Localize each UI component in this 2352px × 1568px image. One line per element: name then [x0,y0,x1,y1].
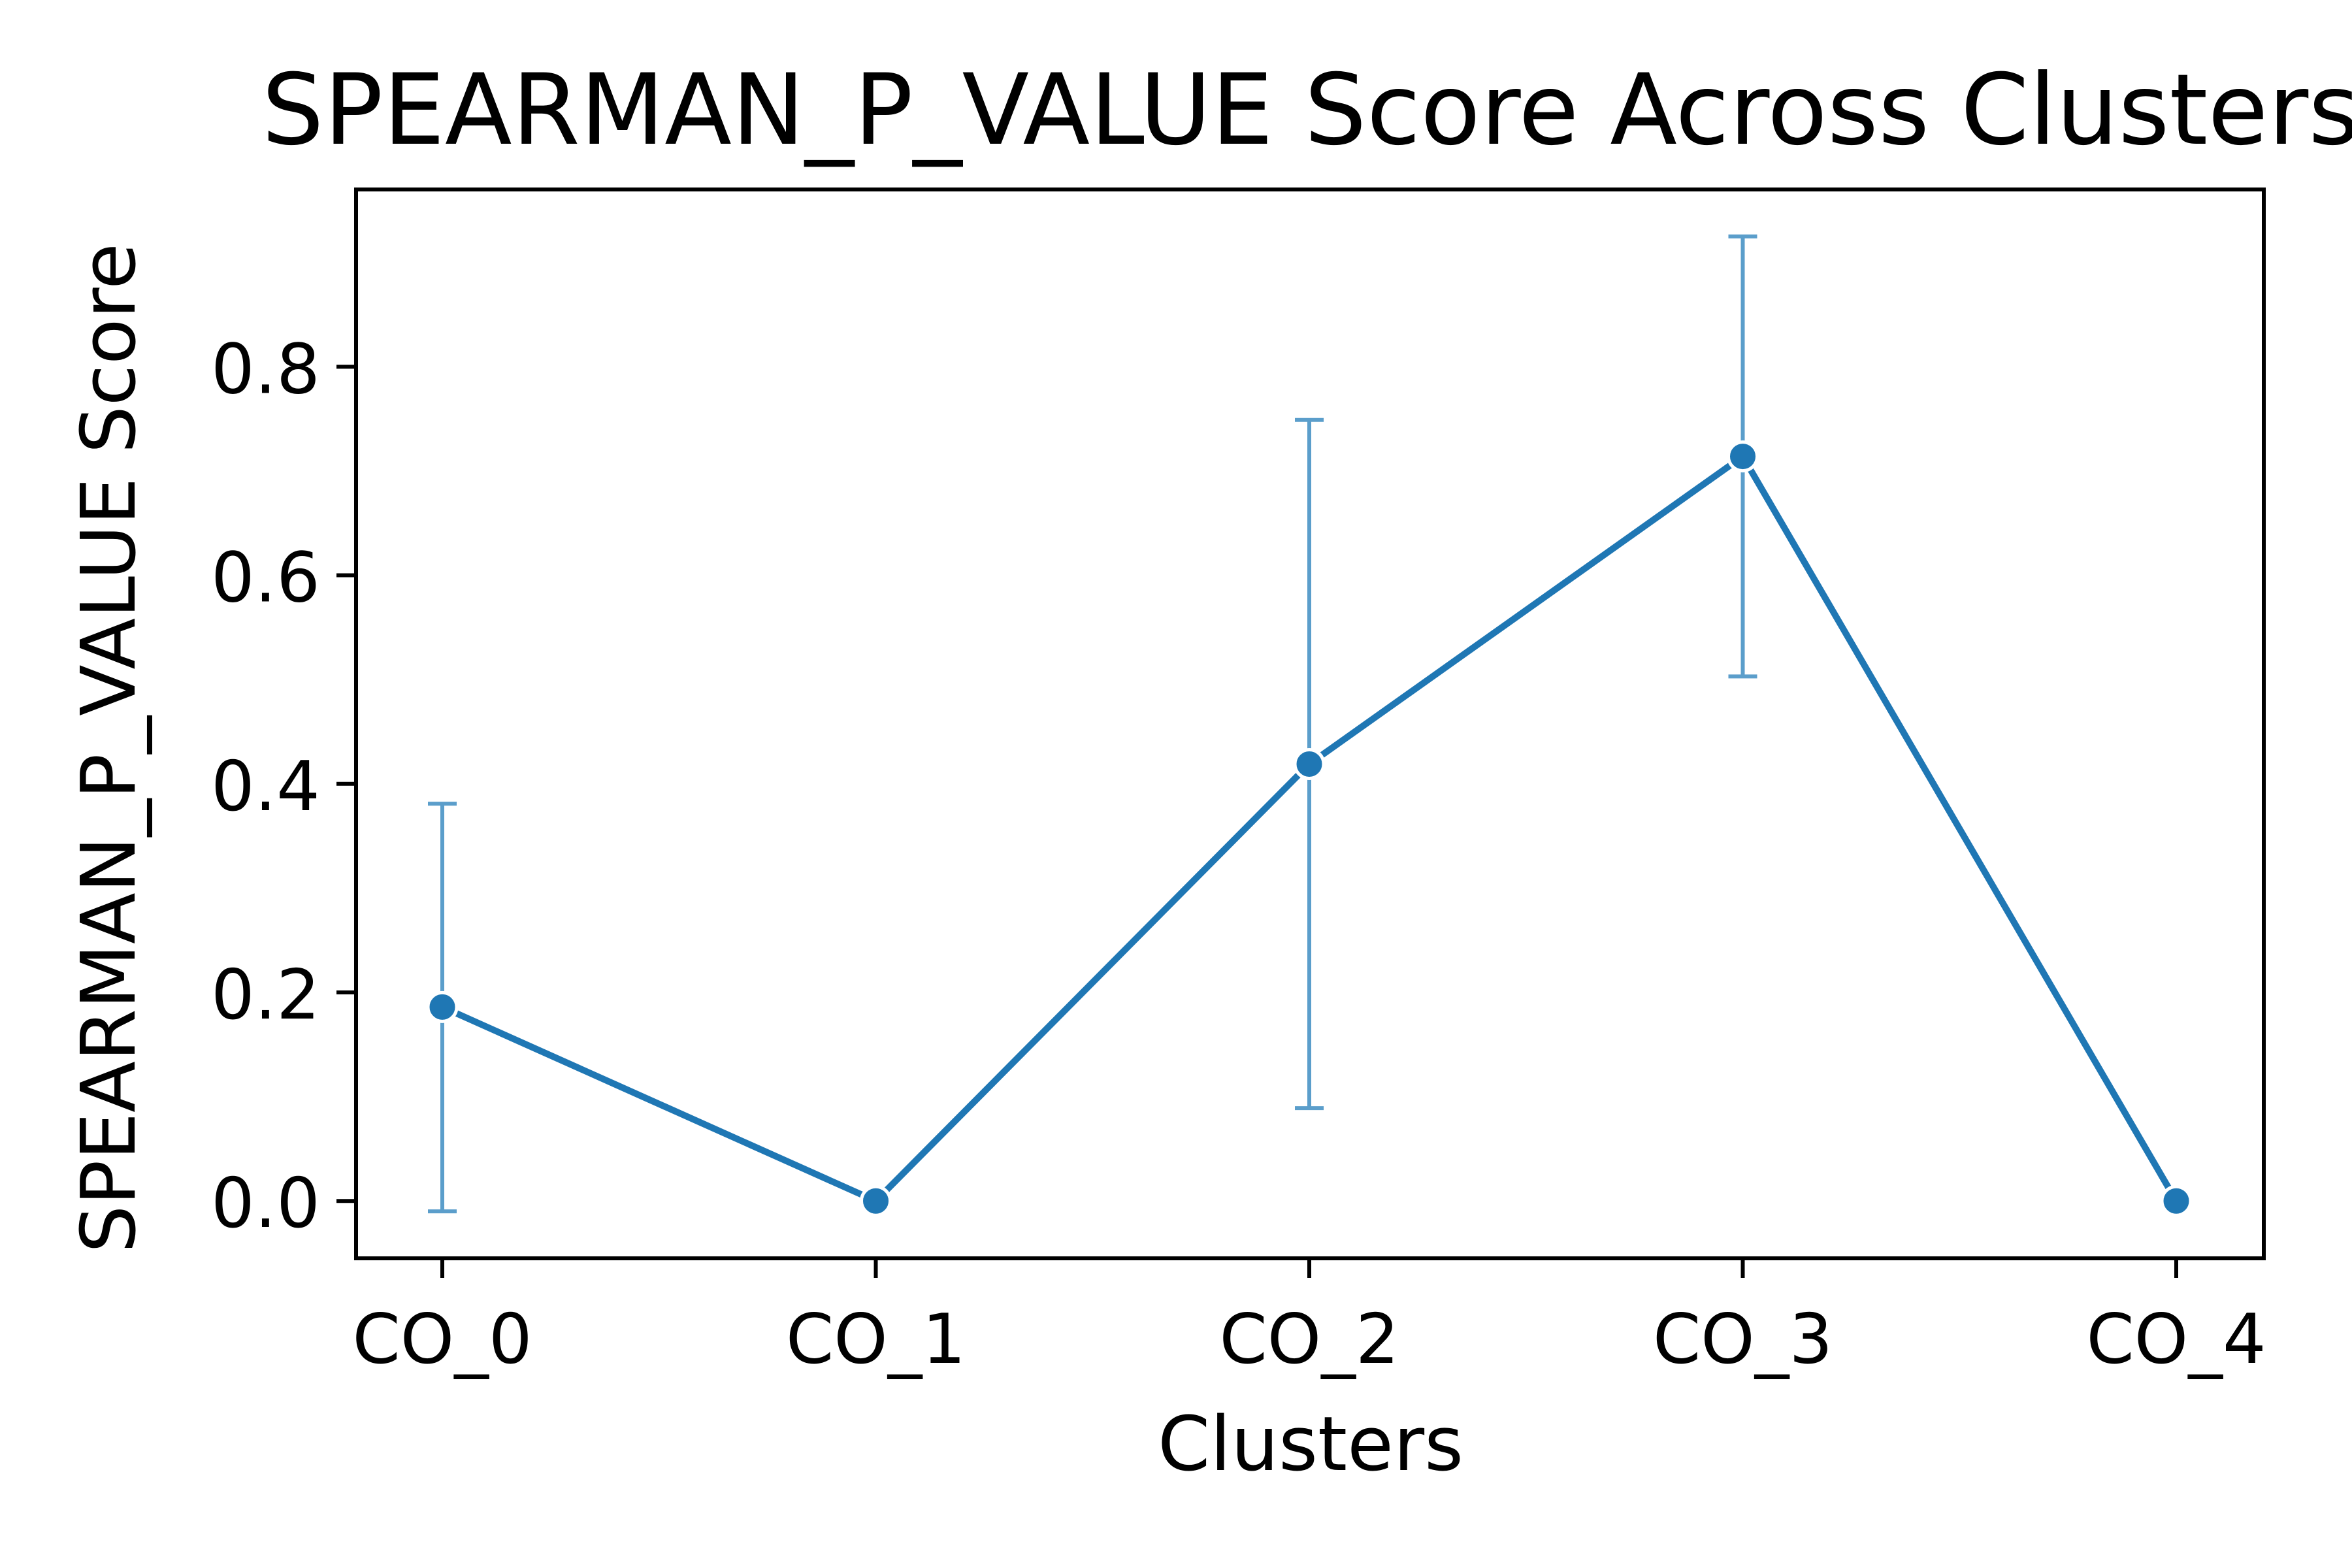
error-bars [428,234,1757,1214]
data-point [1293,747,1326,780]
x-tick-label: CO_4 [2086,1299,2266,1379]
x-axis-ticks: CO_0 CO_1 CO_2 CO_3 CO_4 [352,1258,2266,1379]
x-tick-label: CO_2 [1219,1299,1399,1379]
y-tick-label: 0.4 [211,747,320,826]
x-tick-label: CO_3 [1653,1299,1833,1379]
x-axis-label: Clusters [1158,1401,1463,1488]
y-tick-label: 0.2 [211,955,320,1035]
y-tick-label: 0.8 [211,329,320,409]
data-point [2160,1184,2193,1217]
y-axis-ticks: 0.0 0.2 0.4 0.6 0.8 [211,329,356,1243]
x-tick-label: CO_0 [352,1299,532,1379]
plot-frame [354,188,2266,1260]
chart-title: SPEARMAN_P_VALUE Score Across Clusters [262,54,2352,167]
data-point [1727,440,1759,473]
y-tick-label: 0.6 [211,538,320,618]
data-point [860,1184,892,1217]
y-axis-label: SPEARMAN_P_VALUE Score [65,243,153,1253]
x-tick-label: CO_1 [786,1299,966,1379]
data-point-markers [426,440,2193,1217]
data-point [426,990,459,1023]
y-tick-label: 0.0 [211,1164,320,1243]
